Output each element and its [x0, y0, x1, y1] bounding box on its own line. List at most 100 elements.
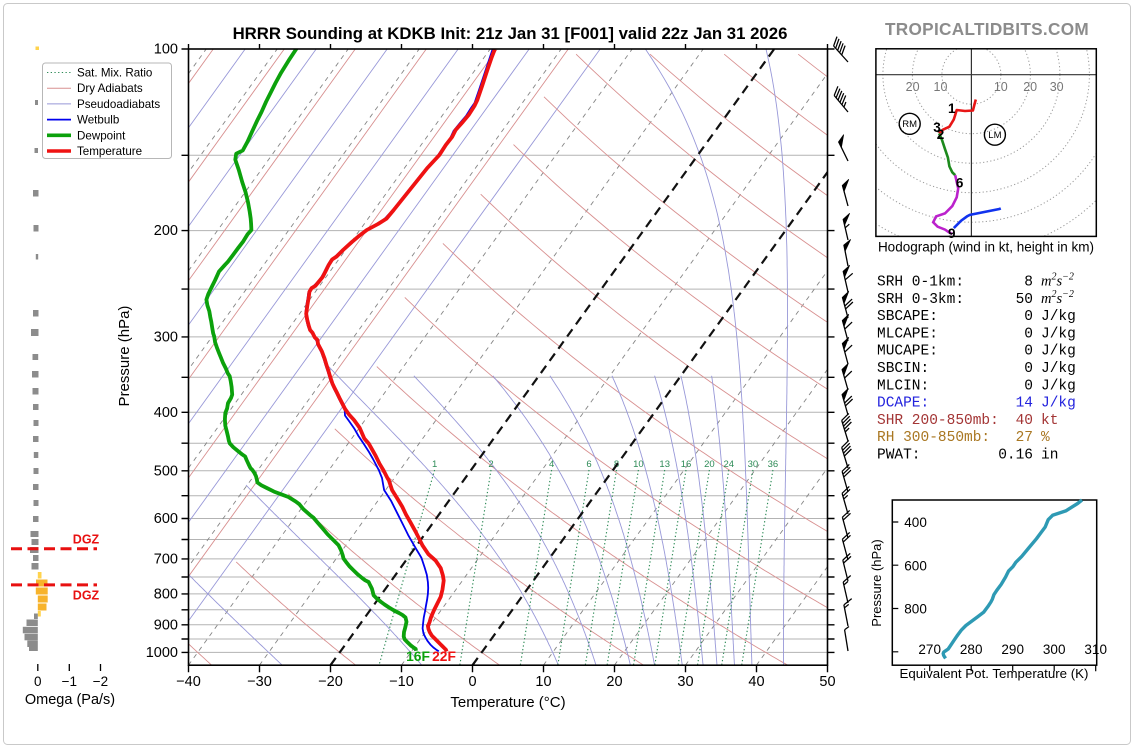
svg-text:280: 280 [960, 642, 983, 657]
svg-text:6: 6 [956, 176, 964, 191]
svg-text:16F: 16F [406, 649, 430, 664]
svg-text:0.16: 0.16 [998, 448, 1033, 464]
svg-text:310: 310 [1084, 642, 1107, 657]
svg-text:9: 9 [948, 226, 956, 241]
svg-text:MUCAPE:: MUCAPE: [877, 344, 938, 360]
svg-text:13: 13 [659, 459, 670, 470]
svg-text:300: 300 [154, 329, 178, 345]
svg-text:−40: −40 [176, 674, 201, 690]
svg-text:LM: LM [988, 130, 1001, 141]
svg-text:1000: 1000 [146, 645, 178, 661]
svg-text:50: 50 [819, 674, 835, 690]
svg-text:700: 700 [154, 551, 178, 567]
svg-text:0: 0 [1024, 378, 1033, 394]
svg-text:300: 300 [1043, 642, 1066, 657]
svg-text:J/kg: J/kg [1041, 378, 1076, 394]
svg-text:0: 0 [1024, 326, 1033, 342]
svg-text:Temperature (°C): Temperature (°C) [450, 694, 565, 711]
svg-text:900: 900 [154, 617, 178, 633]
svg-text:MLCIN:: MLCIN: [877, 378, 929, 394]
svg-text:10: 10 [633, 459, 644, 470]
svg-text:14: 14 [1016, 396, 1033, 412]
svg-text:10: 10 [535, 674, 551, 690]
svg-text:0: 0 [1024, 361, 1033, 377]
svg-text:600: 600 [904, 558, 927, 573]
svg-text:20: 20 [906, 80, 920, 94]
svg-text:−2: −2 [93, 674, 108, 689]
svg-text:Hodograph (wind in kt, height: Hodograph (wind in kt, height in km) [878, 240, 1094, 255]
svg-text:800: 800 [904, 602, 927, 617]
svg-text:J/kg: J/kg [1041, 344, 1076, 360]
svg-text:Dewpoint: Dewpoint [77, 129, 126, 142]
svg-text:100: 100 [154, 42, 178, 58]
svg-text:0: 0 [1024, 309, 1033, 325]
svg-text:50: 50 [1016, 292, 1033, 308]
svg-text:HRRR Sounding at KDKB Init: 21: HRRR Sounding at KDKB Init: 21z Jan 31 [… [233, 24, 788, 43]
svg-text:40: 40 [1016, 413, 1033, 429]
svg-text:10: 10 [994, 80, 1008, 94]
svg-text:0: 0 [1024, 344, 1033, 360]
svg-text:Temperature: Temperature [77, 145, 142, 158]
svg-text:PWAT:: PWAT: [877, 448, 921, 464]
svg-text:Pressure (hPa): Pressure (hPa) [116, 306, 133, 407]
svg-text:500: 500 [154, 463, 178, 479]
svg-text:DCAPE:: DCAPE: [877, 396, 929, 412]
svg-text:in: in [1041, 448, 1058, 464]
svg-text:kt: kt [1041, 413, 1058, 429]
svg-text:J/kg: J/kg [1041, 309, 1076, 325]
svg-text:Sat. Mix. Ratio: Sat. Mix. Ratio [77, 67, 152, 80]
svg-text:4: 4 [549, 459, 554, 470]
svg-text:30: 30 [677, 674, 693, 690]
svg-text:SBCAPE:: SBCAPE: [877, 309, 938, 325]
svg-text:J/kg: J/kg [1041, 326, 1076, 342]
svg-text:600: 600 [154, 511, 178, 527]
svg-text:TROPICALTIDBITS.COM: TROPICALTIDBITS.COM [885, 19, 1089, 39]
svg-text:−1: −1 [62, 674, 77, 689]
svg-text:SRH 0-3km:: SRH 0-3km: [877, 292, 964, 308]
svg-text:0: 0 [468, 674, 476, 690]
svg-text:2: 2 [488, 459, 493, 470]
svg-text:−10: −10 [389, 674, 414, 690]
svg-text:200: 200 [154, 223, 178, 239]
svg-text:DGZ: DGZ [73, 589, 100, 603]
svg-text:Omega (Pa/s): Omega (Pa/s) [25, 692, 115, 708]
svg-text:8: 8 [1024, 275, 1033, 291]
svg-text:40: 40 [748, 674, 764, 690]
svg-text:30: 30 [748, 459, 759, 470]
svg-text:800: 800 [154, 586, 178, 602]
svg-text:290: 290 [1001, 642, 1024, 657]
svg-text:J/kg: J/kg [1041, 361, 1076, 377]
svg-text:%: % [1041, 430, 1050, 446]
svg-text:Wetbulb: Wetbulb [77, 114, 119, 127]
svg-text:−20: −20 [318, 674, 343, 690]
svg-text:20: 20 [1023, 80, 1037, 94]
svg-text:SHR 200-850mb:: SHR 200-850mb: [877, 413, 999, 429]
svg-text:MLCAPE:: MLCAPE: [877, 326, 938, 342]
svg-text:400: 400 [154, 405, 178, 421]
svg-text:6: 6 [586, 459, 591, 470]
svg-text:24: 24 [724, 459, 735, 470]
svg-text:30: 30 [1050, 80, 1064, 94]
svg-text:RH 300-850mb:: RH 300-850mb: [877, 430, 990, 446]
svg-text:20: 20 [704, 459, 715, 470]
svg-text:1: 1 [432, 459, 437, 470]
svg-text:SRH 0-1km:: SRH 0-1km: [877, 275, 964, 291]
svg-text:Pressure (hPa): Pressure (hPa) [869, 539, 884, 626]
svg-text:J/kg: J/kg [1041, 396, 1076, 412]
svg-text:36: 36 [768, 459, 779, 470]
svg-text:22F: 22F [432, 649, 456, 664]
svg-text:27: 27 [1016, 430, 1033, 446]
svg-text:16: 16 [681, 459, 692, 470]
svg-text:270: 270 [918, 642, 941, 657]
svg-text:0: 0 [34, 674, 42, 689]
svg-text:Equivalent Pot. Temperature (K: Equivalent Pot. Temperature (K) [900, 666, 1089, 681]
svg-text:3: 3 [933, 120, 941, 135]
svg-text:RM: RM [902, 119, 917, 130]
svg-text:400: 400 [904, 515, 927, 530]
svg-text:Dry Adiabats: Dry Adiabats [77, 82, 143, 95]
svg-text:SBCIN:: SBCIN: [877, 361, 929, 377]
svg-text:DGZ: DGZ [73, 533, 100, 547]
svg-text:−30: −30 [247, 674, 272, 690]
svg-text:20: 20 [606, 674, 622, 690]
svg-text:2: 2 [937, 127, 945, 142]
